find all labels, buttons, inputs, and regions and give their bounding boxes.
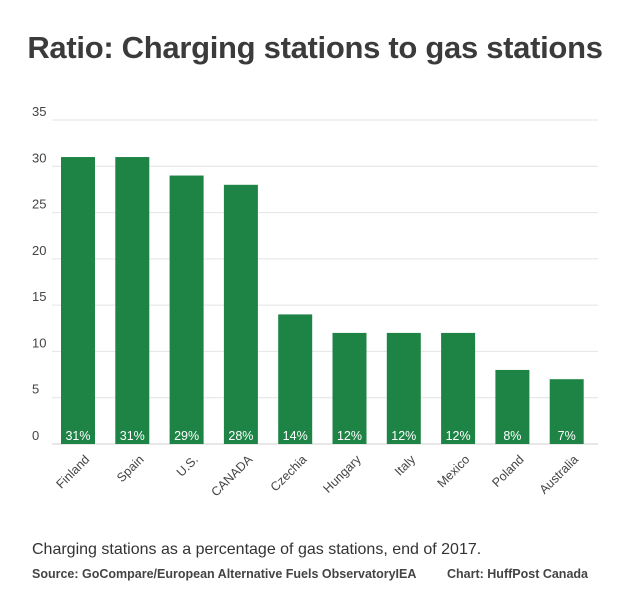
- y-axis-ticks: 0 5 10 15 20 25 30 35: [32, 104, 46, 443]
- bar: [223, 184, 258, 445]
- y-tick-label: 5: [32, 382, 39, 397]
- bar: [115, 157, 150, 444]
- x-tick-label: Mexico: [435, 452, 473, 490]
- bar: [495, 369, 530, 444]
- x-tick-label: CANADA: [209, 452, 256, 499]
- y-tick-label: 25: [32, 197, 46, 212]
- y-tick-label: 0: [32, 428, 39, 443]
- bar: [332, 332, 367, 444]
- bar: [278, 314, 313, 444]
- data-label: 12%: [337, 429, 362, 443]
- data-label: 12%: [446, 429, 471, 443]
- bar: [61, 157, 95, 444]
- x-axis-ticks: Finland Spain U.S. CANADA Czechia Hungary Ital…: [53, 452, 581, 499]
- x-tick-label: Spain: [114, 452, 147, 485]
- chart-subtitle: Charging stations as a percentage of gas…: [32, 541, 482, 558]
- y-tick-label: 35: [32, 104, 46, 119]
- y-tick-label: 30: [32, 150, 46, 165]
- x-tick-label: Italy: [392, 452, 419, 479]
- chart-credit: Chart: HuffPost Canada: [447, 567, 588, 581]
- chart-title: Ratio: Charging stations to gas stations: [27, 30, 603, 65]
- y-tick-label: 10: [32, 335, 46, 350]
- data-labels: 31% 31% 29% 28% 14% 12% 12% 12% 8% 7%: [65, 429, 575, 443]
- x-tick-label: Poland: [489, 452, 526, 489]
- data-label: 31%: [65, 429, 90, 443]
- data-label: 8%: [503, 429, 521, 443]
- data-label: 7%: [558, 429, 576, 443]
- data-label: 28%: [228, 429, 253, 443]
- bar: [441, 332, 476, 444]
- data-label: 12%: [391, 429, 416, 443]
- x-tick-label: U.S.: [174, 452, 201, 479]
- data-label: 31%: [120, 429, 145, 443]
- bar: [169, 175, 204, 445]
- x-tick-label: Finland: [53, 452, 92, 491]
- bar: [386, 332, 421, 444]
- y-tick-label: 15: [32, 289, 46, 304]
- x-tick-label: Czechia: [268, 452, 310, 494]
- y-tick-label: 20: [32, 243, 46, 258]
- bar: [549, 379, 584, 444]
- bars: [61, 157, 584, 445]
- x-tick-label: Australia: [537, 452, 581, 496]
- data-label: 29%: [174, 429, 199, 443]
- data-label: 14%: [283, 429, 308, 443]
- chart-source: Source: GoCompare/European Alternative F…: [32, 567, 417, 581]
- x-tick-label: Hungary: [321, 452, 365, 496]
